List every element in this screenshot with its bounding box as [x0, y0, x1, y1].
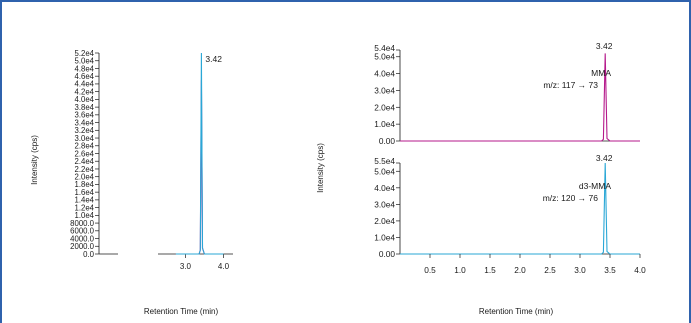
right-x-tick-label: 1.5 — [484, 265, 496, 275]
right-x-tick-label: 3.5 — [604, 265, 616, 275]
right-y-axis-label: Intensity (cps) — [316, 143, 325, 193]
left-y-tick-label: 1.8e4 — [74, 180, 94, 189]
left-y-tick-label: 2000.0 — [70, 242, 95, 251]
left-y-tick-label: 2.0e4 — [74, 172, 94, 181]
d3-mma-y-tick-label: 0.00 — [379, 249, 396, 259]
left-y-tick-label: 4.8e4 — [74, 64, 94, 73]
right-x-tick-label: 4.0 — [634, 265, 646, 275]
left-y-tick-label: 3.2e4 — [74, 126, 94, 135]
right-x-tick-label: 1.0 — [454, 265, 466, 275]
mma-y-tick-label: 5.0e4 — [374, 52, 395, 62]
left-y-tick-label: 1.6e4 — [74, 188, 94, 197]
left-y-tick-label: 4.2e4 — [74, 87, 94, 96]
right-x-axis-label: Retention Time (min) — [479, 307, 554, 316]
left-y-tick-label: 2.8e4 — [74, 142, 94, 151]
left-y-tick-label: 4.0e4 — [74, 95, 94, 104]
left-x-axis-label: Retention Time (min) — [144, 307, 219, 316]
chromatogram-trace-2-0 — [400, 162, 640, 255]
mma-y-tick-label: 2.0e4 — [374, 102, 395, 112]
left-y-tick-label: 0.0 — [83, 250, 95, 259]
left-y-tick-label: 4.6e4 — [74, 72, 94, 81]
mma-compound-label: MMA — [591, 68, 611, 78]
left-y-tick-label: 6000.0 — [70, 227, 95, 236]
left-y-tick-label: 3.0e4 — [74, 134, 94, 143]
left-y-tick-label: 1.4e4 — [74, 196, 94, 205]
d3-mma-y-tick-label: 4.0e4 — [374, 183, 395, 193]
left-y-tick-label: 1.2e4 — [74, 203, 94, 212]
left-y-axis-label: Intensity (cps) — [30, 135, 39, 185]
chromatogram-trace-1-0 — [400, 53, 640, 142]
mma-y-tick-label: 3.0e4 — [374, 85, 395, 95]
left-y-tick-label: 3.4e4 — [74, 118, 94, 127]
mma-transition-label: m/z: 117 → 73 — [543, 80, 598, 90]
chromatogram-trace-0-0 — [175, 80, 224, 255]
left-y-tick-label: 4000.0 — [70, 234, 95, 243]
d3-mma-y-tick-label: 2.0e4 — [374, 216, 395, 226]
mma-peak-label: 3.42 — [596, 41, 613, 51]
left-y-tick-label: 2.4e4 — [74, 157, 94, 166]
left-y-tick-label: 2.2e4 — [74, 165, 94, 174]
left-y-tick-label: 5.2e4 — [74, 49, 94, 58]
left-chromatogram-panel: 0.02000.04000.06000.08000.01.0e41.2e41.4… — [70, 49, 233, 271]
mma-y-tick-label: 1.0e4 — [374, 119, 395, 129]
left-x-tick-label: 3.0 — [180, 262, 192, 271]
left-x-tick-label: 4.0 — [218, 262, 230, 271]
right-x-tick-label: 2.0 — [514, 265, 526, 275]
d3-mma-y-tick-label: 5.5e4 — [374, 156, 395, 166]
right-x-tick-label: 2.5 — [544, 265, 556, 275]
d3-mma-y-tick-label: 1.0e4 — [374, 232, 395, 242]
left-y-tick-label: 3.8e4 — [74, 103, 94, 112]
d3-mma-peak-label: 3.42 — [596, 153, 613, 163]
right-x-tick-label: 3.0 — [574, 265, 586, 275]
right-x-tick-label: 0.5 — [424, 265, 436, 275]
d3-mma-compound-label: d3-MMA — [579, 181, 611, 191]
left-y-tick-label: 2.6e4 — [74, 149, 94, 158]
left-y-tick-label: 8000.0 — [70, 219, 95, 228]
mma-y-tick-label: 4.0e4 — [374, 69, 395, 79]
d3-mma-y-tick-label: 5.0e4 — [374, 166, 395, 176]
left-peak-label: 3.42 — [205, 54, 222, 64]
left-y-tick-label: 4.4e4 — [74, 80, 94, 89]
left-y-tick-label: 5.0e4 — [74, 57, 94, 66]
d3-mma-y-tick-label: 3.0e4 — [374, 199, 395, 209]
left-y-tick-label: 3.6e4 — [74, 111, 94, 120]
mma-y-tick-label: 0.00 — [379, 136, 396, 146]
left-y-tick-label: 1.0e4 — [74, 211, 94, 220]
chromatogram-trace-0-1 — [175, 52, 224, 255]
d3-mma-transition-label: m/z: 120 → 76 — [543, 193, 599, 203]
mma-y-tick-label: 5.4e4 — [374, 43, 395, 53]
